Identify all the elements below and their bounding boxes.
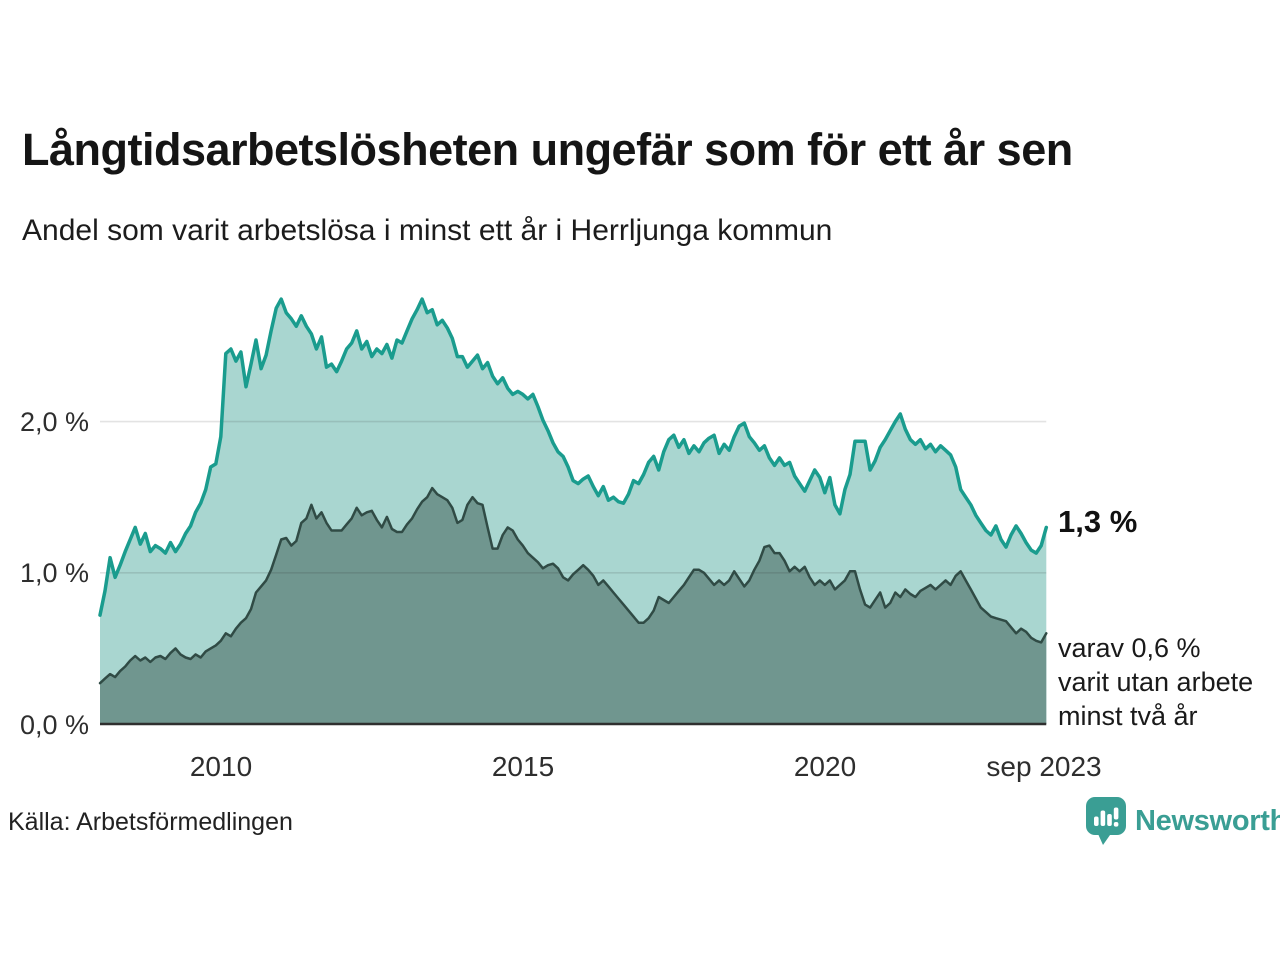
newsworthy-logo-icon [1086,797,1126,845]
series-total-line [98,297,1049,617]
source-credit: Källa: Arbetsförmedlingen [8,808,293,836]
series-two-year-area [100,488,1047,724]
y-tick-label-1: 1,0 % [20,558,90,588]
two-year-annotation-line2: varit utan arbete [1058,667,1254,697]
logo-bars [1094,807,1119,827]
x-tick-label-2015: 2015 [491,751,555,782]
newsworthy-logo: Newsworthy [1086,797,1280,846]
newsworthy-logo-text: Newsworthy [1135,805,1280,837]
x-tick-label-sep-2023: sep 2023 [986,751,1102,782]
series-lines [98,297,1049,685]
y-tick-label-2: 2,0 % [20,407,90,437]
page-title: Långtidsarbetslösheten ungefär som för e… [22,124,1073,175]
latest-value-label: 1,3 % [1058,504,1138,539]
y-tick-label-0: 0,0 % [20,710,90,740]
x-tick-label-2020: 2020 [793,751,857,782]
two-year-annotation-line3: minst två år [1058,701,1198,731]
area-fills [100,299,1047,724]
page-subtitle: Andel som varit arbetslösa i minst ett å… [22,214,833,247]
two-year-annotation-line1: varav 0,6 % [1058,633,1201,663]
x-tick-label-2010: 2010 [189,751,253,782]
two-year-annotation: varav 0,6 % varit utan arbete minst två … [1058,631,1253,733]
series-two-year-line [98,486,1048,685]
